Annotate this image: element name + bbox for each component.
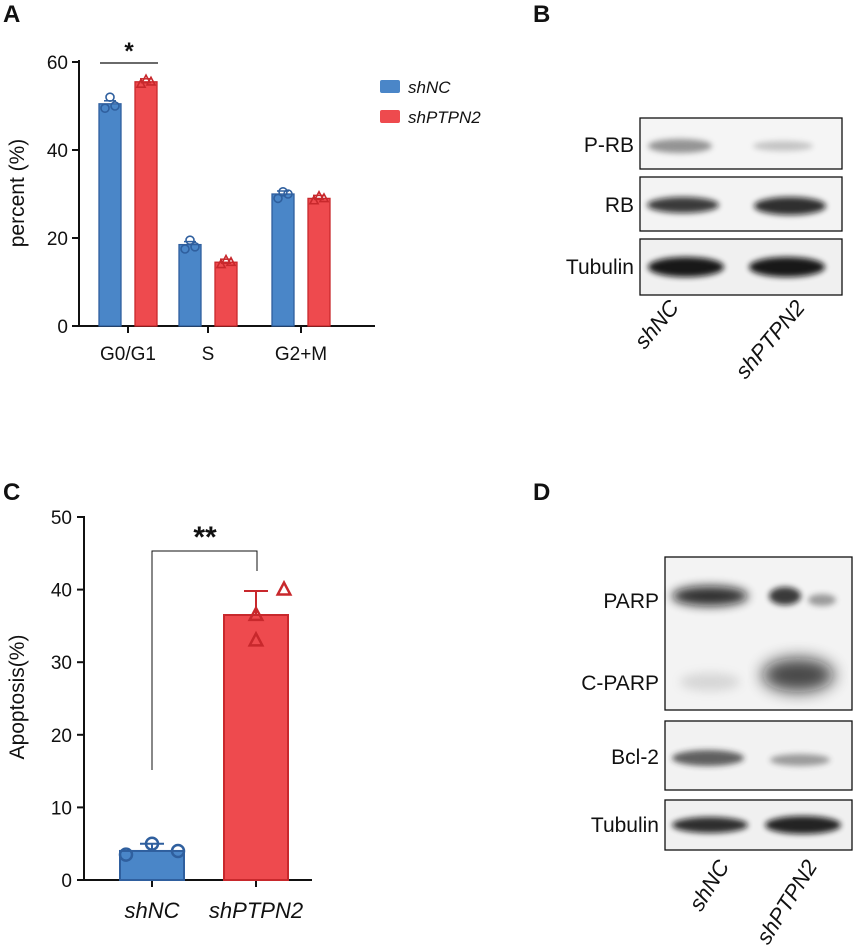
bar-shnc-s [178,243,202,327]
panel-d-western-blot: PARP C-PARP Bcl-2 Tubulin shNC shPTPN2 [581,556,853,948]
data-point [144,836,160,851]
data-point [247,605,265,622]
blot-d-row-label: Tubulin [591,814,659,837]
legend-label-shptpn2: shPTPN2 [408,108,481,127]
legend-swatch-shnc [380,80,400,93]
blot-b-row-label: P-RB [584,134,634,157]
bar-shnc-g0g1 [98,103,122,327]
blot-d-band-c-parp-shptpn2 [762,658,834,692]
blot-d-band-tubulin-shnc [672,817,748,833]
blot-b-band-p-rb-shptpn2 [753,141,813,151]
y-tick-label: 40 [47,141,68,162]
panel-b-western-blot: P-RB RB Tubulin shNC shPTPN2 [566,117,843,383]
blot-d-band-c-parp-shnc [680,673,740,691]
panel-label-b: B [533,1,550,28]
data-point [170,843,186,859]
blot-b-band-tubulin-shptpn2 [749,257,825,277]
blot-d-lane-label: shNC [684,855,734,915]
data-point [140,73,152,84]
blot-d-row-label: PARP [603,590,659,613]
bar-shnc-g2m [271,193,295,327]
panel-label-a: A [3,1,20,28]
blot-d-row-label: C-PARP [581,672,659,695]
panel-a-y-axis-title: percent (%) [6,139,29,248]
blot-b-row-label: Tubulin [566,256,634,279]
blot-d-lane-label: shPTPN2 [751,855,822,948]
y-tick-label: 0 [61,871,72,892]
blot-d-row-label: Bcl-2 [611,746,659,769]
bar-shptpn2-g2m [307,197,331,327]
panel-a-significance-label: * [124,38,134,65]
panel-c-significance-label: ** [193,521,217,554]
data-point [247,630,265,647]
bar-shptpn2-g0g1 [134,81,158,327]
bar-shptpn2-s [214,261,238,327]
panel-c-apoptosis-chart: 0 10 20 30 40 50 shNC shPTPN2 Apoptosis(%) ** [6,508,312,923]
legend-swatch-shptpn2 [380,110,400,123]
data-point [283,189,293,199]
blot-b-lane-label: shPTPN2 [730,295,810,383]
data-point [105,92,115,102]
blot-d-band-tubulin-shptpn2 [765,816,841,834]
blot-b-row-label: RB [605,194,634,217]
blot-b-band-rb-shnc [647,197,719,213]
y-tick-label: 30 [51,653,72,674]
data-point [275,579,293,596]
x-tick-label: shPTPN2 [209,898,303,923]
x-tick-label: G2+M [275,344,327,365]
data-point [100,103,110,113]
y-tick-label: 50 [51,508,72,529]
data-point [190,242,200,252]
blot-d-band-parp-shnc [672,586,748,606]
data-point [145,75,157,86]
y-tick-label: 0 [57,317,68,338]
y-tick-label: 40 [51,581,72,602]
blot-d-band-bcl-2-shnc [672,750,744,766]
blot-d-band-parp-shptpn2 [769,587,801,605]
panel-a-legend: shNC shPTPN2 [380,78,481,127]
data-point [225,255,237,267]
legend-label-shnc: shNC [408,78,451,97]
y-tick-label: 20 [47,229,68,250]
y-tick-label: 10 [51,798,72,819]
bar-shptpn2 [223,614,289,881]
panel-c-significance-bracket [151,550,258,770]
y-tick-label: 20 [51,726,72,747]
data-point [220,253,232,264]
panel-a-cell-cycle-chart: 0 20 40 60 G0/G1 S G2+M percent (%) * shNC sh… [6,38,481,365]
x-tick-label: G0/G1 [100,344,156,365]
blot-b-band-rb-shptpn2 [754,197,826,215]
data-point [313,189,325,201]
panel-label-d: D [533,479,550,506]
data-point [318,192,330,203]
blot-d-band-bcl-2-shptpn2 [770,754,830,766]
data-point [273,193,283,204]
panel-label-c: C [3,479,20,506]
x-tick-label: S [202,344,215,365]
blot-b-band-tubulin-shnc [648,257,724,277]
data-point [118,847,134,862]
blot-b-lane-label: shNC [629,295,684,353]
data-point [110,101,120,111]
data-point [185,235,195,245]
y-tick-label: 60 [47,53,68,74]
x-tick-label: shNC [124,898,179,923]
data-point [278,187,288,197]
panel-c-y-axis-title: Apoptosis(%) [6,635,29,760]
data-point [180,244,190,254]
blot-d-band-parp-shptpn2-faint [808,594,836,606]
blot-b-band-p-rb-shnc [648,139,712,153]
